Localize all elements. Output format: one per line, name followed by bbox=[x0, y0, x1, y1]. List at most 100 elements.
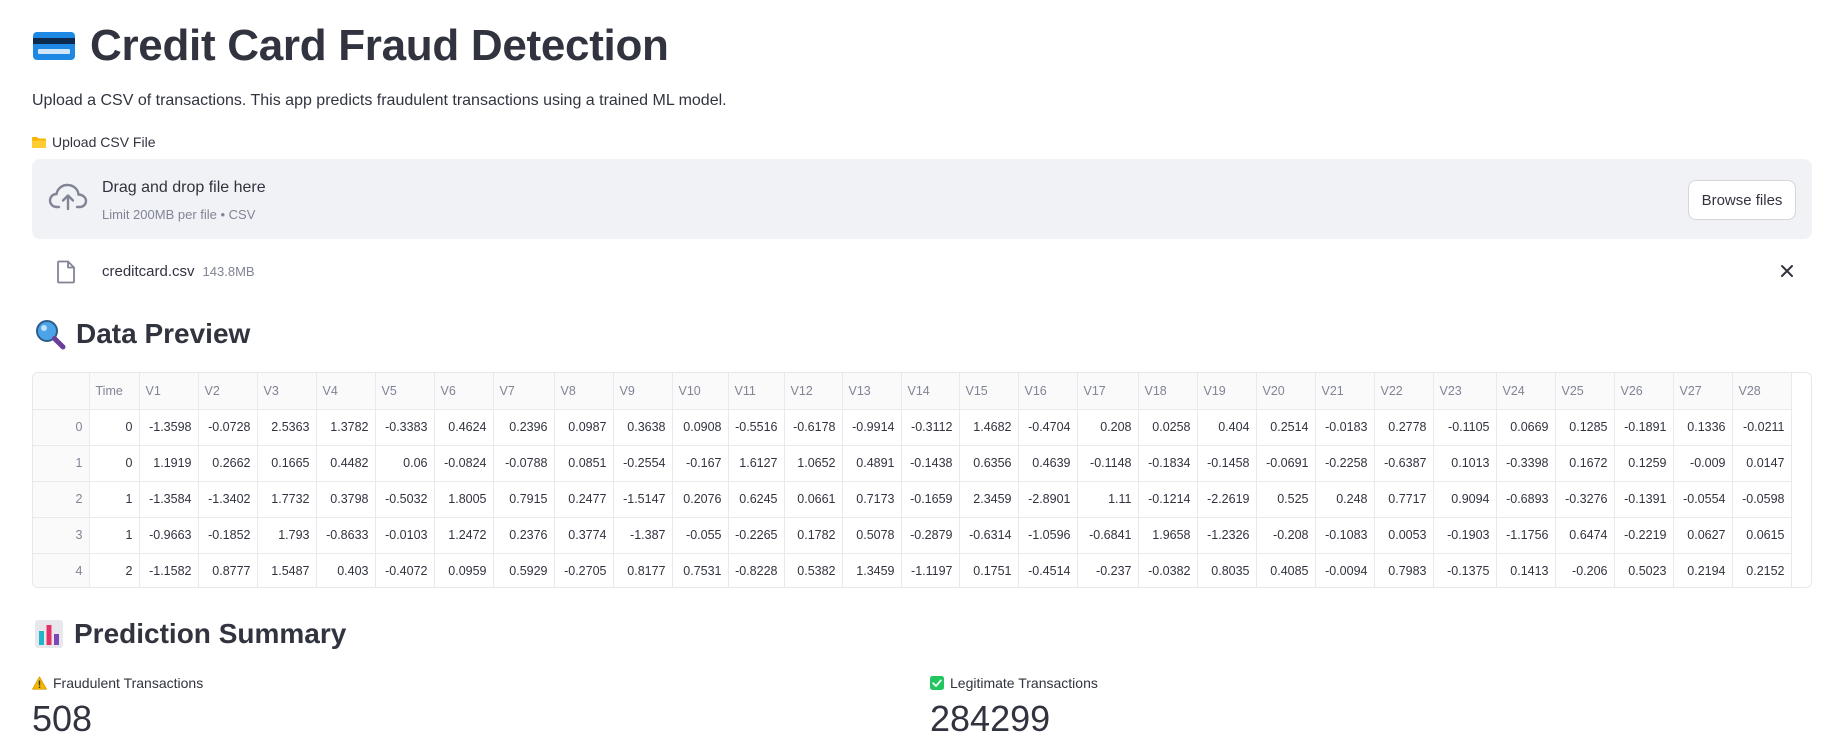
table-cell[interactable]: -0.9663 bbox=[139, 517, 199, 554]
table-cell[interactable]: -0.2705 bbox=[554, 553, 614, 587]
table-cell[interactable]: -0.1891 bbox=[1614, 409, 1674, 446]
table-cell[interactable]: -0.1852 bbox=[198, 517, 258, 554]
table-cell[interactable]: -2.2619 bbox=[1197, 481, 1257, 518]
column-header[interactable]: V28 bbox=[1732, 373, 1792, 410]
table-cell[interactable]: 0.0669 bbox=[1496, 409, 1556, 446]
table-cell[interactable]: 2.5363 bbox=[257, 409, 317, 446]
column-header[interactable]: V10 bbox=[672, 373, 729, 410]
table-cell[interactable]: 0.1285 bbox=[1555, 409, 1615, 446]
table-cell[interactable]: -0.2258 bbox=[1315, 445, 1375, 482]
table-cell[interactable]: 0.4891 bbox=[842, 445, 902, 482]
table-cell[interactable]: 1.1919 bbox=[139, 445, 199, 482]
table-cell[interactable]: -0.0788 bbox=[493, 445, 555, 482]
table-cell[interactable]: 0.2194 bbox=[1673, 553, 1733, 587]
remove-file-close-icon[interactable] bbox=[1778, 262, 1796, 285]
table-cell[interactable]: -0.3112 bbox=[901, 409, 960, 446]
table-cell[interactable]: -0.6387 bbox=[1374, 445, 1434, 482]
table-cell[interactable]: -1.1756 bbox=[1496, 517, 1556, 554]
table-cell[interactable]: 0.5929 bbox=[493, 553, 555, 587]
table-cell[interactable]: -0.0598 bbox=[1732, 481, 1792, 518]
table-cell[interactable]: 0.7915 bbox=[493, 481, 555, 518]
table-cell[interactable]: -1.0596 bbox=[1018, 517, 1078, 554]
table-cell[interactable]: -1.5147 bbox=[613, 481, 673, 518]
table-cell[interactable]: -0.6893 bbox=[1496, 481, 1556, 518]
table-cell[interactable]: -0.055 bbox=[672, 517, 729, 554]
table-cell[interactable]: 0.3774 bbox=[554, 517, 614, 554]
table-cell[interactable]: 0.0053 bbox=[1374, 517, 1434, 554]
table-cell[interactable]: -0.0094 bbox=[1315, 553, 1375, 587]
table-cell[interactable]: 0 bbox=[89, 409, 140, 446]
table-cell[interactable]: -0.1659 bbox=[901, 481, 960, 518]
table-cell[interactable]: 0.1751 bbox=[959, 553, 1019, 587]
table-cell[interactable]: -0.2554 bbox=[613, 445, 673, 482]
row-index-cell[interactable]: 1 bbox=[33, 445, 90, 482]
table-cell[interactable]: -0.4514 bbox=[1018, 553, 1078, 587]
table-cell[interactable]: -0.1438 bbox=[901, 445, 960, 482]
table-cell[interactable]: -0.1148 bbox=[1077, 445, 1139, 482]
table-cell[interactable]: -0.0103 bbox=[375, 517, 435, 554]
index-column-header[interactable] bbox=[33, 373, 90, 410]
column-header[interactable]: V14 bbox=[901, 373, 960, 410]
browse-files-button[interactable]: Browse files bbox=[1688, 180, 1796, 220]
table-cell[interactable]: 0.2778 bbox=[1374, 409, 1434, 446]
table-cell[interactable]: -0.5032 bbox=[375, 481, 435, 518]
table-cell[interactable]: 0.1413 bbox=[1496, 553, 1556, 587]
column-header[interactable]: V25 bbox=[1555, 373, 1615, 410]
table-cell[interactable]: -1.1197 bbox=[901, 553, 960, 587]
table-cell[interactable]: 0.6245 bbox=[728, 481, 785, 518]
table-cell[interactable]: -0.5516 bbox=[728, 409, 785, 446]
table-cell[interactable]: -0.8633 bbox=[316, 517, 376, 554]
table-cell[interactable]: -0.8228 bbox=[728, 553, 785, 587]
table-cell[interactable]: 0.8177 bbox=[613, 553, 673, 587]
table-cell[interactable]: 0.2514 bbox=[1256, 409, 1316, 446]
table-cell[interactable]: 2.3459 bbox=[959, 481, 1019, 518]
table-cell[interactable]: 0.525 bbox=[1256, 481, 1316, 518]
table-cell[interactable]: 1.7732 bbox=[257, 481, 317, 518]
table-cell[interactable]: 0.0258 bbox=[1138, 409, 1198, 446]
column-header[interactable]: V12 bbox=[784, 373, 843, 410]
table-cell[interactable]: 0.2152 bbox=[1732, 553, 1792, 587]
column-header[interactable]: V1 bbox=[139, 373, 199, 410]
table-cell[interactable]: -0.0824 bbox=[434, 445, 494, 482]
table-cell[interactable]: 0.4482 bbox=[316, 445, 376, 482]
table-cell[interactable]: -0.0691 bbox=[1256, 445, 1316, 482]
table-cell[interactable]: 0.0627 bbox=[1673, 517, 1733, 554]
table-cell[interactable]: -0.237 bbox=[1077, 553, 1139, 587]
table-cell[interactable]: -0.1375 bbox=[1433, 553, 1497, 587]
table-cell[interactable]: -1.3598 bbox=[139, 409, 199, 446]
table-cell[interactable]: 0.2662 bbox=[198, 445, 258, 482]
table-cell[interactable]: -0.3383 bbox=[375, 409, 435, 446]
table-cell[interactable]: -0.208 bbox=[1256, 517, 1316, 554]
column-header[interactable]: V16 bbox=[1018, 373, 1078, 410]
column-header[interactable]: V9 bbox=[613, 373, 673, 410]
table-cell[interactable]: -0.0554 bbox=[1673, 481, 1733, 518]
table-cell[interactable]: 0.0661 bbox=[784, 481, 843, 518]
table-cell[interactable]: 0.3798 bbox=[316, 481, 376, 518]
data-preview-table[interactable]: Time V1 V2 V3 V4 V5 V6 V7 V8 V9 V10 V11 V12 V13 V14 V15… bbox=[32, 372, 1812, 588]
table-cell[interactable]: -0.1105 bbox=[1433, 409, 1497, 446]
table-cell[interactable]: 0.0908 bbox=[672, 409, 729, 446]
table-cell[interactable]: 0.1782 bbox=[784, 517, 843, 554]
table-cell[interactable]: -0.9914 bbox=[842, 409, 902, 446]
table-cell[interactable]: 0.248 bbox=[1315, 481, 1375, 518]
table-cell[interactable]: -0.1834 bbox=[1138, 445, 1198, 482]
table-cell[interactable]: -0.4704 bbox=[1018, 409, 1078, 446]
column-header[interactable]: V5 bbox=[375, 373, 435, 410]
table-cell[interactable]: -0.3276 bbox=[1555, 481, 1615, 518]
table-cell[interactable]: 0.208 bbox=[1077, 409, 1139, 446]
table-cell[interactable]: 1.6127 bbox=[728, 445, 785, 482]
column-header[interactable]: V6 bbox=[434, 373, 494, 410]
table-cell[interactable]: -0.1903 bbox=[1433, 517, 1497, 554]
table-cell[interactable]: 1.4682 bbox=[959, 409, 1019, 446]
table-cell[interactable]: 2 bbox=[89, 553, 140, 587]
table-cell[interactable]: 0.4624 bbox=[434, 409, 494, 446]
table-cell[interactable]: -1.2326 bbox=[1197, 517, 1257, 554]
column-header[interactable]: Time bbox=[89, 373, 140, 410]
table-cell[interactable]: -1.3402 bbox=[198, 481, 258, 518]
table-cell[interactable]: -0.0728 bbox=[198, 409, 258, 446]
table-cell[interactable]: 0.7173 bbox=[842, 481, 902, 518]
column-header[interactable]: V3 bbox=[257, 373, 317, 410]
row-index-cell[interactable]: 2 bbox=[33, 481, 90, 518]
column-header[interactable]: V2 bbox=[198, 373, 258, 410]
table-cell[interactable]: -0.206 bbox=[1555, 553, 1615, 587]
